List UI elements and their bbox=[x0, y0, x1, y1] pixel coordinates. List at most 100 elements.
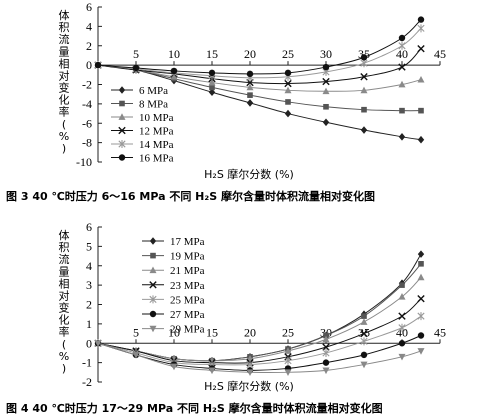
data-point bbox=[398, 323, 406, 332]
y-tick-label: -10 bbox=[76, 155, 92, 169]
data-point bbox=[246, 83, 254, 91]
data-point bbox=[360, 318, 368, 325]
x-tick-label: 25 bbox=[282, 47, 294, 61]
legend-label: 17 MPa bbox=[170, 236, 205, 248]
series-line bbox=[97, 315, 422, 366]
legend-marker bbox=[118, 140, 126, 148]
legend-marker bbox=[149, 266, 157, 274]
data-point bbox=[418, 261, 424, 267]
data-point bbox=[360, 351, 368, 359]
data-point bbox=[284, 356, 292, 365]
y-tick-label: 6 bbox=[86, 0, 92, 14]
data-point bbox=[247, 92, 253, 98]
data-point bbox=[322, 87, 330, 95]
data-point bbox=[284, 347, 292, 354]
x-tick-label: 45 bbox=[434, 47, 446, 61]
data-point bbox=[94, 61, 102, 69]
legend-marker bbox=[149, 281, 157, 289]
data-point bbox=[208, 88, 216, 97]
y-tick-label: -6 bbox=[82, 116, 92, 130]
legend-label: 21 MPa bbox=[170, 265, 205, 277]
legend-marker bbox=[149, 310, 157, 318]
data-point bbox=[246, 70, 254, 78]
y-tick-label: 1 bbox=[86, 317, 92, 331]
data-point bbox=[208, 69, 216, 77]
data-point bbox=[208, 367, 216, 375]
series-19-mpa bbox=[95, 261, 424, 364]
data-point bbox=[417, 16, 425, 23]
y-tick-label: 4 bbox=[86, 259, 92, 273]
y-tick-label: -4 bbox=[82, 97, 92, 111]
x-tick-label: 20 bbox=[244, 47, 256, 61]
data-point bbox=[209, 84, 215, 91]
y-tick-label: -2 bbox=[82, 78, 92, 92]
legend-marker bbox=[118, 113, 126, 120]
data-point bbox=[285, 99, 291, 105]
x-tick-label: 15 bbox=[206, 325, 218, 339]
data-point bbox=[323, 103, 329, 110]
data-point bbox=[322, 367, 330, 375]
data-point bbox=[360, 337, 368, 346]
caption-fig4: 图 4 40 ℃时压力 17～29 MPa 不同 H₂S 摩尔含量时体积流量相对… bbox=[6, 401, 383, 415]
legend-label: 19 MPa bbox=[170, 251, 205, 263]
data-point bbox=[398, 293, 406, 300]
data-point bbox=[417, 44, 425, 53]
series-line bbox=[97, 19, 422, 75]
data-point bbox=[398, 312, 406, 320]
data-point bbox=[417, 332, 425, 339]
legend-label: 27 MPa bbox=[170, 309, 205, 321]
data-point bbox=[399, 107, 405, 114]
data-point bbox=[398, 353, 406, 361]
data-point bbox=[132, 64, 140, 72]
series-line bbox=[97, 342, 422, 374]
data-point bbox=[417, 135, 425, 144]
data-point bbox=[398, 34, 406, 42]
data-point bbox=[322, 343, 330, 351]
series-line bbox=[97, 48, 422, 85]
data-point bbox=[246, 369, 254, 377]
data-point bbox=[360, 126, 368, 134]
legend-label: 6 MPa bbox=[139, 85, 168, 97]
data-point bbox=[360, 73, 368, 81]
series-line bbox=[97, 277, 422, 362]
data-point bbox=[322, 63, 330, 71]
y-tick-label: -8 bbox=[82, 136, 92, 150]
y-tick-label: 0 bbox=[86, 336, 92, 350]
x-tick-label: 5 bbox=[133, 325, 139, 339]
data-point bbox=[398, 63, 406, 71]
data-point bbox=[132, 351, 140, 359]
series-29-mpa bbox=[94, 340, 425, 377]
data-point bbox=[398, 340, 406, 347]
data-point bbox=[322, 359, 330, 366]
data-point bbox=[322, 118, 330, 127]
legend-marker bbox=[119, 100, 125, 107]
y-tick-label: 3 bbox=[86, 278, 92, 292]
x-tick-label: 20 bbox=[244, 325, 256, 339]
legend-label: 12 MPa bbox=[139, 126, 174, 138]
data-point bbox=[417, 348, 425, 355]
data-point bbox=[246, 99, 254, 107]
series-line bbox=[97, 64, 422, 141]
x-tick-label: 5 bbox=[133, 47, 139, 61]
legend-marker bbox=[149, 237, 157, 245]
series-line bbox=[97, 27, 422, 79]
legend-label: 16 MPa bbox=[139, 153, 174, 165]
data-point bbox=[323, 332, 329, 339]
data-point bbox=[398, 133, 406, 141]
data-point bbox=[284, 109, 292, 118]
data-point bbox=[399, 282, 405, 288]
data-point bbox=[322, 335, 330, 343]
data-point bbox=[418, 107, 424, 114]
series-line bbox=[97, 263, 422, 362]
series-25-mpa bbox=[94, 312, 425, 369]
data-point bbox=[284, 79, 292, 88]
series-21-mpa bbox=[94, 273, 425, 364]
data-point bbox=[322, 77, 330, 86]
legend-label: 8 MPa bbox=[139, 99, 168, 111]
data-point bbox=[322, 348, 330, 357]
data-point bbox=[360, 54, 368, 61]
series-line bbox=[97, 64, 422, 112]
x-tick-label: 10 bbox=[168, 47, 180, 61]
legend-label: 10 MPa bbox=[139, 112, 174, 124]
data-point bbox=[360, 329, 368, 338]
